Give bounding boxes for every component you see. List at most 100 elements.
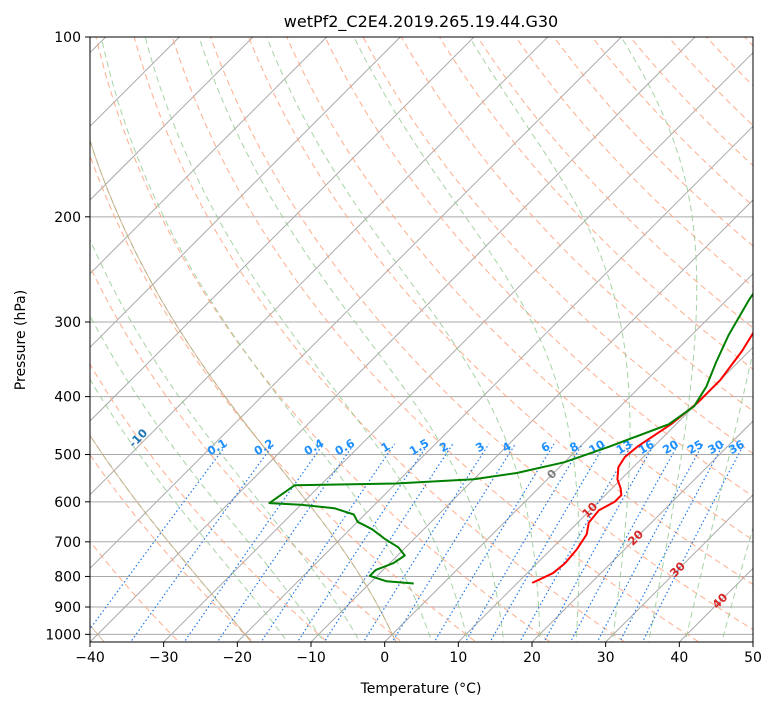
mixing-ratio-line: [489, 443, 606, 642]
moist-adiabat-line: [90, 138, 397, 642]
x-tick-label: 30: [597, 650, 615, 666]
mixing-ratio-label: 30: [705, 437, 726, 457]
y-tick-label: 900: [54, 600, 81, 616]
mixing-ratio-label: 3: [473, 439, 487, 455]
dry-adiabat-line: [591, 37, 753, 207]
isotherm-line: [457, 346, 753, 642]
x-tick-label: 40: [670, 650, 688, 666]
isotherm-line: [384, 272, 753, 642]
line-labels: 0.10.20.40.611.52346810131620253036-100-…: [126, 426, 747, 612]
y-tick-label: 1000: [45, 627, 81, 643]
dry-adiabat-line: [248, 37, 753, 586]
x-tick-label: 50: [744, 650, 762, 666]
x-axis-label: Temperature (°C): [360, 681, 482, 697]
moist-adiabat-line: [144, 37, 469, 642]
x-tick-label: 0: [380, 650, 389, 666]
mixing-ratio-line: [90, 443, 228, 630]
isotherm-line: [531, 420, 753, 642]
mixing-ratio-line: [362, 443, 490, 642]
mixing-ratio-line: [596, 443, 704, 642]
isotherm-line: [310, 199, 753, 642]
moist-adiabat-line: [266, 37, 541, 642]
mixing-ratio-line: [391, 443, 516, 642]
moist-adiabat-line: [90, 378, 289, 642]
y-axis-ticks: 100 200 300 400 500 600 700 800 900 1000: [45, 30, 90, 643]
isotherm-line: [90, 37, 328, 275]
mixing-ratio-label: 6: [539, 439, 553, 455]
dry-adiabat-line: [476, 37, 753, 329]
dry-adiabat-line: [171, 37, 700, 642]
y-tick-label: 300: [54, 315, 81, 331]
mixing-ratio-line: [619, 443, 724, 642]
plot-frame: [89, 36, 754, 643]
y-tick-label: 400: [54, 390, 81, 406]
isotherm-line: [90, 37, 254, 201]
moist-adiabat-line: [90, 434, 252, 642]
mixing-ratio-line: [296, 443, 429, 642]
mixing-ratio-line: [183, 443, 324, 642]
dry-adiabat-line: [209, 37, 753, 631]
moist-adiabat-line: [198, 37, 505, 642]
mixing-ratio-line: [519, 443, 633, 642]
x-tick-label: 10: [449, 650, 467, 666]
dry-adiabat-line: [705, 37, 753, 87]
isotherm-line: [90, 37, 622, 570]
x-axis-ticks: −40 −30 −20 −10 0 10 20 30 40 50: [75, 642, 762, 666]
y-tick-label: 600: [54, 495, 81, 511]
x-tick-label: −40: [75, 650, 105, 666]
dry-adiabat-label: -10: [126, 426, 151, 451]
y-tick-label: 500: [54, 448, 81, 464]
dry-adiabat-line: [667, 37, 753, 127]
mixing-ratio-line: [464, 443, 584, 642]
isotherm-line: [90, 37, 475, 422]
theta-e-line: [90, 434, 252, 642]
dry-adiabat-line: [743, 37, 753, 47]
moist-adiabat-line: [469, 37, 631, 642]
isotherm-line: [90, 37, 401, 349]
mixing-ratio-label: 20: [660, 437, 681, 457]
moist-adiabat-label: 20: [625, 527, 646, 548]
dry-adiabat-line: [286, 37, 753, 541]
dewpoint-line: [268, 292, 753, 585]
y-tick-label: 100: [54, 30, 81, 46]
mixing-ratio-line: [569, 443, 679, 642]
x-tick-label: −20: [223, 650, 253, 666]
mixing-ratio-label: 36: [726, 437, 747, 457]
y-tick-label: 800: [54, 569, 81, 585]
mixing-ratio-line: [323, 443, 454, 642]
mixing-ratio-line: [129, 443, 275, 642]
isotherm-line: [752, 641, 753, 642]
theta-e-line: [90, 138, 397, 642]
chart-title: wetPf2_C2E4.2019.265.19.44.G30: [284, 12, 558, 32]
dry-adiabat-line: [438, 37, 753, 370]
temperature-line: [531, 331, 753, 584]
moist-adiabat-line: [100, 37, 433, 642]
dry-adiabat-line: [324, 37, 753, 498]
background-lines: [90, 37, 753, 642]
y-tick-label: 200: [54, 210, 81, 226]
isotherm-line: [163, 51, 753, 642]
x-tick-label: −30: [149, 650, 179, 666]
mixing-ratio-label: 25: [685, 437, 706, 457]
moist-adiabat-line: [684, 349, 753, 642]
moist-adiabat-line: [90, 238, 361, 642]
moist-adiabat-line: [721, 526, 753, 642]
y-axis-label: Pressure (hPa): [13, 290, 29, 390]
dry-adiabat-line: [90, 453, 254, 642]
dry-adiabat-line: [90, 153, 477, 642]
moist-adiabat-line: [90, 314, 325, 642]
mixing-ratio-line: [433, 443, 555, 642]
mixing-ratio-line: [260, 443, 396, 642]
moist-adiabat-line: [620, 37, 698, 642]
dry-adiabat-line: [90, 363, 329, 642]
mixing-ratio-label: 2: [437, 439, 451, 455]
moist-adiabat-line: [353, 37, 580, 642]
dry-adiabat-line: [133, 37, 626, 642]
profile-lines: [268, 292, 753, 585]
x-tick-label: −10: [296, 650, 326, 666]
mixing-ratio-label: 8: [567, 439, 581, 455]
dry-adiabat-line: [95, 37, 552, 642]
isotherm-line: [90, 37, 549, 496]
dry-adiabat-line: [90, 265, 403, 642]
